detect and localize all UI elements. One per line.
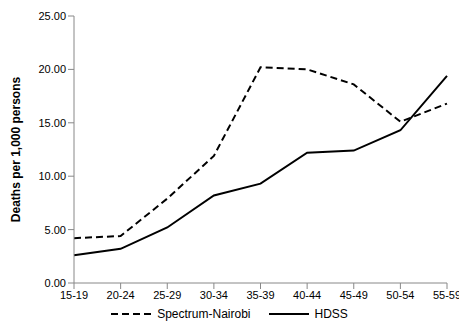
svg-text:45-49: 45-49 — [340, 289, 368, 301]
svg-text:5.00: 5.00 — [45, 224, 66, 236]
html-text:Spectrum-Nairobi: Spectrum-Nairobi — [157, 307, 251, 321]
svg-text:20.00: 20.00 — [38, 63, 66, 75]
svg-text:25-29: 25-29 — [153, 289, 181, 301]
html-text:HDSS: HDSS — [314, 307, 348, 321]
svg-text:15-19: 15-19 — [60, 289, 88, 301]
svg-text:20-24: 20-24 — [107, 289, 135, 301]
svg-text:55-59: 55-59 — [433, 289, 459, 301]
svg-text:10.00: 10.00 — [38, 170, 66, 182]
svg-text:15.00: 15.00 — [38, 117, 66, 129]
svg-text:25.00: 25.00 — [38, 10, 66, 22]
svg-text:40-44: 40-44 — [293, 289, 321, 301]
svg-text:35-39: 35-39 — [246, 289, 274, 301]
svg-text:30-34: 30-34 — [200, 289, 228, 301]
svg-text:Deaths per 1,000 persons: Deaths per 1,000 persons — [9, 76, 23, 222]
svg-text:50-54: 50-54 — [386, 289, 414, 301]
svg-text:0.00: 0.00 — [45, 277, 66, 289]
